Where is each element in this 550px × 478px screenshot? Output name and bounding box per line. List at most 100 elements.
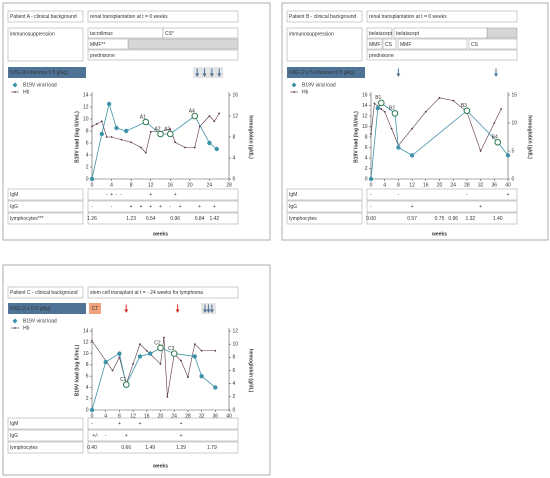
data-point: [106, 101, 112, 107]
table-cell: +: [118, 421, 121, 427]
y-axis-label: B19V load (log IU/mL): [353, 111, 359, 163]
annotation-point: [377, 99, 385, 107]
drug-box: [382, 38, 397, 50]
y-tick-label: 16: [362, 92, 368, 98]
x-axis-label: weeks: [152, 463, 168, 469]
y2-tick-label: 15: [512, 92, 518, 98]
y-tick-label: 12: [362, 113, 368, 119]
table-label-cell: [7, 441, 84, 454]
table-cell: 0.66: [121, 445, 131, 451]
data-point: [120, 138, 123, 141]
table-cell: -: [111, 204, 113, 210]
x-tick-label: 40: [505, 182, 511, 188]
data-point: [145, 349, 148, 352]
table-cell: +: [411, 204, 414, 210]
data-point: [373, 102, 376, 105]
data-point: [208, 115, 211, 117]
drug-box: [87, 49, 239, 61]
data-point: [137, 354, 143, 359]
x-tick-label: 0: [91, 413, 94, 419]
arrow-head: [206, 309, 211, 313]
table-value-cell: [87, 417, 239, 430]
legend-label: Hb: [23, 325, 30, 331]
y-tick-label: 10: [83, 351, 89, 357]
data-point: [199, 373, 204, 379]
annotation-label: A1: [140, 114, 146, 120]
drug-box: [397, 38, 468, 50]
data-point: [505, 153, 511, 158]
drug-label: CS: [385, 42, 393, 48]
table-cell: +: [180, 433, 183, 439]
data-point: [144, 151, 147, 154]
y-tick-label: 6: [86, 373, 89, 379]
table-cell: +: [139, 204, 142, 210]
table-cell: 0.54: [146, 216, 156, 222]
table-label-cell: [7, 212, 84, 225]
table-row-label: IgG: [10, 433, 18, 439]
table-cell: +/-: [92, 433, 98, 439]
event-box: [87, 10, 239, 23]
y-tick-label: 2: [365, 166, 368, 172]
table-value-cell: [366, 188, 518, 201]
arrow-head: [124, 309, 129, 313]
annotation-point: [191, 112, 199, 120]
table-label-cell: [7, 188, 84, 201]
data-point: [140, 146, 142, 149]
data-point: [89, 407, 95, 413]
event-label: stem cell transplant at t = - 24 weeks f…: [90, 290, 203, 296]
table-cell: +: [174, 192, 177, 198]
table-cell: -: [106, 192, 108, 198]
table-cell: 0.96: [448, 216, 458, 222]
table-label-cell: [286, 188, 363, 201]
y2-tick-label: 16: [233, 92, 239, 98]
table-cell: 0.75: [435, 216, 445, 222]
table-label-cell: [286, 200, 363, 213]
table-cell: -: [466, 192, 468, 198]
x-tick-label: 24: [207, 182, 213, 188]
legend-marker: [14, 91, 16, 93]
y2-axis-label: hemoglobin (g/dL): [527, 115, 533, 159]
data-point: [174, 141, 177, 144]
y2-axis-label: hemoglobin (g/dL): [248, 115, 254, 159]
y-tick-label: 0: [365, 176, 368, 182]
event-box: [366, 10, 518, 23]
table-cell: 1.29: [176, 445, 186, 451]
table-cell: +: [149, 192, 152, 198]
data-point: [91, 339, 93, 342]
x-tick-label: 0: [370, 182, 373, 188]
table-label-cell: [286, 212, 363, 225]
y2-tick-label: 0: [233, 176, 236, 182]
ivig-label: IVIG (3 x 0.5 g/kg): [10, 306, 51, 312]
event-label: renal transplantation at t = 0 weeks: [90, 14, 168, 20]
data-point: [187, 376, 189, 378]
x-tick-label: 16: [144, 413, 150, 419]
y2-tick-label: 4: [233, 381, 236, 387]
y-tick-label: 14: [83, 328, 89, 334]
table-cell: 1.42: [209, 216, 219, 222]
drug-label: MMF**: [90, 42, 105, 48]
panel-title: Patient C - clinical background: [10, 290, 78, 296]
table-cell: +: [213, 204, 216, 210]
table-row-label: lymphocytes***: [10, 216, 44, 222]
data-point: [163, 336, 165, 339]
table-cell: 1.49: [145, 445, 155, 451]
data-point: [193, 146, 196, 149]
x-axis-label: weeks: [152, 231, 168, 237]
immuno-label: immunosuppression: [289, 31, 334, 37]
annotation-label: B1: [375, 95, 381, 101]
x-tick-label: 20: [437, 182, 443, 188]
x-tick-label: 36: [213, 413, 219, 419]
annotation-label: B2: [389, 106, 395, 112]
x-tick-label: 8: [397, 182, 400, 188]
table-row-label: IgM: [289, 192, 297, 198]
arrow-head: [203, 309, 208, 313]
y2-tick-label: 4: [233, 155, 236, 161]
ivig-box: [8, 67, 86, 78]
y-tick-label: 8: [365, 134, 368, 140]
y-tick-label: 8: [86, 362, 89, 368]
y-tick-label: 0: [86, 407, 89, 413]
data-point: [411, 127, 413, 130]
drug-label: CS*: [165, 31, 174, 37]
data-point: [166, 395, 169, 398]
